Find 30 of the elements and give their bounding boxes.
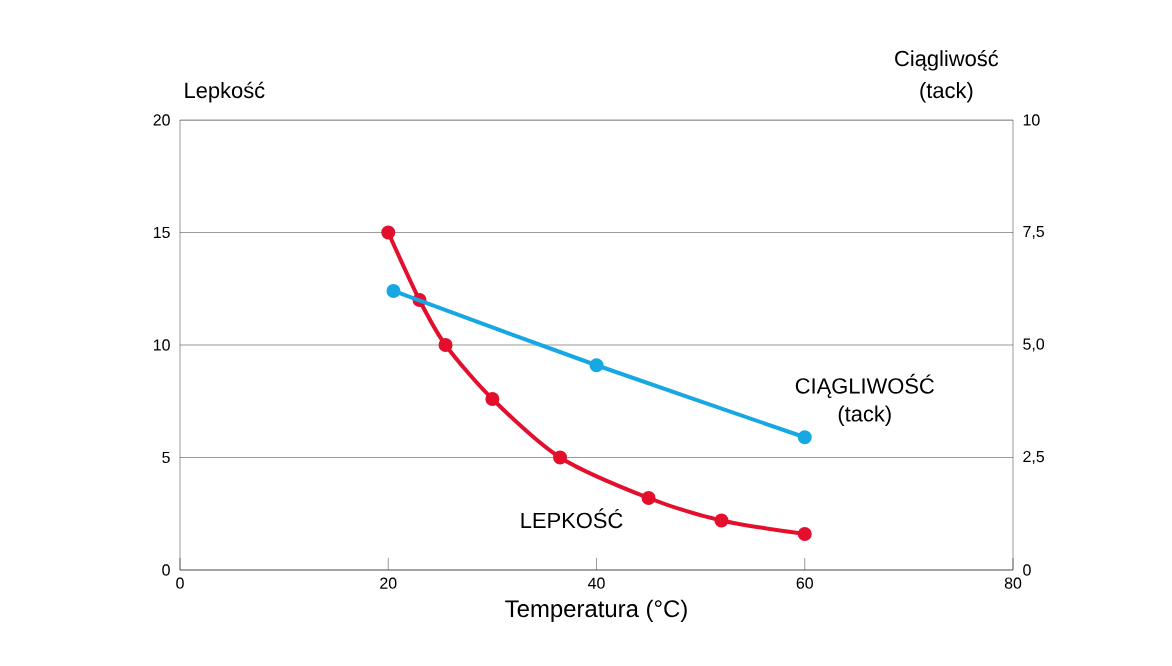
y2-tick-label: 7,5	[1023, 225, 1045, 239]
y-tick-label: 5	[162, 451, 170, 464]
x-tick-label: 40	[588, 577, 605, 589]
point	[641, 491, 656, 505]
point	[553, 450, 568, 465]
series-label: LEPKOŚĆ	[521, 508, 623, 529]
y2-tick-label: 10	[1023, 114, 1040, 126]
point	[438, 338, 453, 352]
x-tick-label: 60	[796, 577, 813, 589]
x-tick-label: 20	[380, 577, 397, 589]
x-tick-label: 0	[176, 577, 184, 589]
y2-axis-title: Ciągliwość (tack)	[895, 49, 999, 103]
point	[714, 513, 729, 528]
series-label: CIĄGLIWOŚĆ (tack)	[795, 373, 934, 426]
point	[485, 392, 500, 406]
y-tick-label: 0	[162, 564, 170, 576]
y2-tick-label: 5,0	[1023, 338, 1045, 352]
x-axis-title: Temperatura (°C)	[505, 599, 687, 622]
y2-tick-label: 0	[1023, 564, 1031, 576]
y2-tick-label: 2,5	[1023, 450, 1045, 465]
y-axis-title: Lepkość	[185, 81, 265, 103]
y-tick-label: 15	[153, 226, 170, 239]
x-tick-label: 80	[1004, 577, 1022, 589]
point	[589, 358, 604, 373]
point	[381, 225, 396, 240]
point	[386, 284, 401, 298]
y-tick-label: 10	[153, 339, 170, 351]
y-tick-label: 20	[153, 114, 170, 126]
point	[797, 430, 812, 445]
point	[797, 527, 812, 541]
